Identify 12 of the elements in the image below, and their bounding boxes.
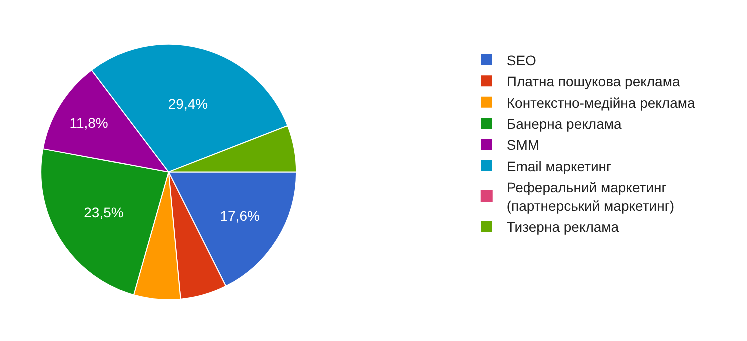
legend-label: Банерна реклама <box>506 116 622 132</box>
data-label: 11,8% <box>70 114 108 131</box>
data-label: 17,6% <box>220 208 260 224</box>
legend-label: Email маркетинг <box>506 158 612 174</box>
legend-label: SEO <box>506 52 537 68</box>
legend-label: SMM <box>506 137 540 154</box>
data-label: 23,5% <box>84 204 124 221</box>
legend-label: Тизерна реклама <box>506 218 620 235</box>
legend-label: Реферальний маркетинг (партнерський маркетинг) <box>506 180 675 214</box>
legend-label: Платна пошукова реклама <box>506 74 680 90</box>
legend-label: Контекстно-медійна реклама <box>506 94 696 111</box>
data-label: 29,4% <box>168 96 208 112</box>
